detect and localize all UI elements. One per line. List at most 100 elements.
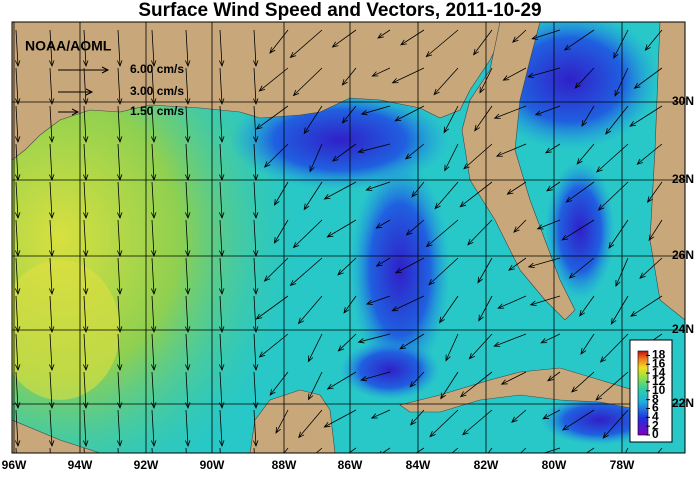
wind-vector	[605, 105, 629, 135]
wind-vector	[185, 105, 191, 144]
wind-vector	[540, 333, 561, 344]
wind-vector	[468, 333, 493, 360]
wind-vector	[83, 67, 89, 106]
wind-vector	[644, 29, 663, 52]
wind-vector	[542, 409, 561, 420]
wind-vector	[303, 181, 323, 211]
wind-vector	[185, 257, 191, 296]
wind-vector	[434, 181, 459, 210]
wind-vector	[83, 105, 89, 144]
wind-vector	[459, 181, 493, 208]
wind-vector	[83, 333, 89, 372]
wind-vector	[608, 219, 629, 249]
wind-vector	[357, 333, 391, 344]
wind-vector	[467, 219, 493, 246]
wind-vector	[253, 409, 259, 448]
wind-vector	[15, 29, 21, 68]
wind-vector	[527, 257, 561, 268]
wind-vector	[502, 67, 527, 81]
wind-vector	[298, 409, 323, 439]
longitude-label: 90W	[200, 458, 225, 472]
wind-vector	[565, 181, 595, 203]
source: NOAA/AOML	[25, 38, 112, 54]
latitude-label: 26N	[672, 248, 694, 262]
wind-vector	[219, 333, 225, 372]
wind-vector	[563, 29, 595, 51]
wind-vector	[323, 181, 357, 200]
graticule	[12, 22, 685, 453]
wind-vector	[370, 409, 391, 419]
wind-vector	[629, 105, 663, 127]
wind-vector	[585, 447, 595, 453]
wind-vector	[297, 295, 323, 325]
colorbar-tick-label: 12	[652, 374, 666, 388]
wind-vector	[49, 67, 55, 106]
wind-vector	[331, 29, 357, 48]
wind-vector	[151, 105, 157, 144]
wind-vector	[409, 371, 425, 388]
wind-vector	[49, 409, 55, 448]
wind-vector	[429, 409, 459, 438]
wind-vector	[15, 257, 21, 296]
colorbar-tick-label: 2	[652, 418, 659, 432]
wind-vector	[83, 29, 89, 68]
wind-vector	[400, 29, 425, 46]
wind-vector	[309, 143, 323, 173]
wind-vector	[151, 29, 157, 68]
longitude-label: 96W	[2, 458, 27, 472]
wind-vector	[513, 219, 527, 233]
wind-vector	[292, 219, 323, 249]
wind-vector	[425, 219, 459, 248]
colorbar-tick-label: 8	[652, 392, 659, 406]
wind-vector	[534, 105, 561, 116]
wind-vector	[117, 409, 123, 448]
colorbar-tick-label: 14	[652, 365, 666, 379]
wind-vector	[117, 333, 123, 372]
wind-vector	[151, 67, 157, 106]
wind-vector	[289, 29, 323, 59]
wind-vector	[495, 143, 527, 157]
wind-vector	[536, 219, 561, 230]
wind-vector	[360, 371, 391, 382]
wind-vector	[391, 67, 425, 84]
wind-vector	[341, 105, 357, 124]
wind-vector	[596, 143, 629, 173]
longitude-label: 78W	[610, 458, 635, 472]
map-frame	[11, 21, 686, 454]
wind-vector	[151, 409, 157, 448]
wind-vector	[117, 257, 123, 296]
wind-vector	[520, 447, 527, 453]
wind-vector	[580, 333, 595, 355]
wind-vector	[463, 143, 493, 170]
wind-vector	[633, 67, 663, 89]
wind-vector	[365, 295, 391, 305]
wind-vector	[15, 409, 21, 448]
wind-vector	[536, 447, 561, 453]
wind-vector	[326, 371, 357, 390]
wind-vector	[531, 29, 561, 40]
wind-vector	[529, 295, 561, 306]
wind-vector	[506, 181, 527, 195]
wind-vector	[323, 409, 357, 428]
wind-vector	[595, 371, 629, 401]
wind-vector	[544, 143, 561, 154]
wind-vector	[258, 67, 289, 92]
wind-vector	[117, 295, 123, 334]
wind-vector	[371, 67, 391, 77]
vector-legend-arrows	[58, 66, 110, 116]
colorbar-tick-label: 4	[652, 409, 659, 423]
wind-vector	[151, 295, 157, 334]
wind-vector	[646, 181, 663, 204]
wind-vector	[49, 295, 55, 334]
wind-vector	[451, 447, 459, 453]
latitude-label: 22N	[672, 396, 694, 410]
wind-vector	[487, 447, 493, 453]
wind-vector	[326, 219, 357, 238]
wind-vector	[581, 105, 595, 127]
wind-vector	[255, 295, 289, 320]
wind-vectors	[15, 29, 663, 453]
wind-vector	[49, 333, 55, 372]
wind-vector	[613, 29, 629, 59]
